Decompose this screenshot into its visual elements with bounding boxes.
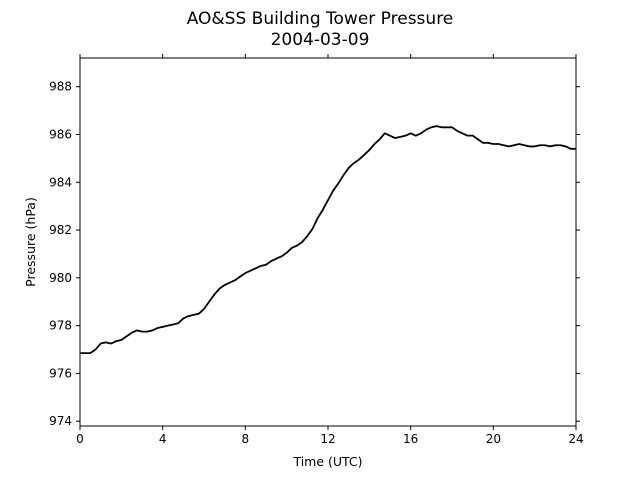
y-tick-label: 982 [49, 223, 72, 237]
y-tick-label: 986 [49, 127, 72, 141]
y-axis-label: Pressure (hPa) [23, 197, 38, 287]
x-tick-label: 12 [320, 432, 335, 446]
chart-subtitle: 2004-03-09 [271, 30, 370, 50]
y-tick-label: 980 [49, 271, 72, 285]
x-tick-label: 16 [403, 432, 418, 446]
pressure-series-line [80, 125, 576, 355]
x-tick-label: 0 [76, 432, 84, 446]
y-tick-label: 984 [49, 175, 72, 189]
x-axis-label: Time (UTC) [292, 454, 362, 469]
y-tick-label: 976 [49, 366, 72, 380]
x-tick-label: 8 [242, 432, 250, 446]
x-tick-label: 4 [159, 432, 167, 446]
axis-ticks: 0 4 8 12 16 20 24 974 976 978 980 982 984 986 988 [49, 54, 584, 446]
plot-area-frame [79, 57, 577, 427]
y-tick-label: 988 [49, 80, 72, 94]
y-tick-label: 974 [49, 414, 72, 428]
x-tick-label: 24 [568, 432, 583, 446]
y-tick-label: 978 [49, 319, 72, 333]
chart-title: AO&SS Building Tower Pressure [187, 9, 454, 29]
x-tick-label: 20 [486, 432, 501, 446]
